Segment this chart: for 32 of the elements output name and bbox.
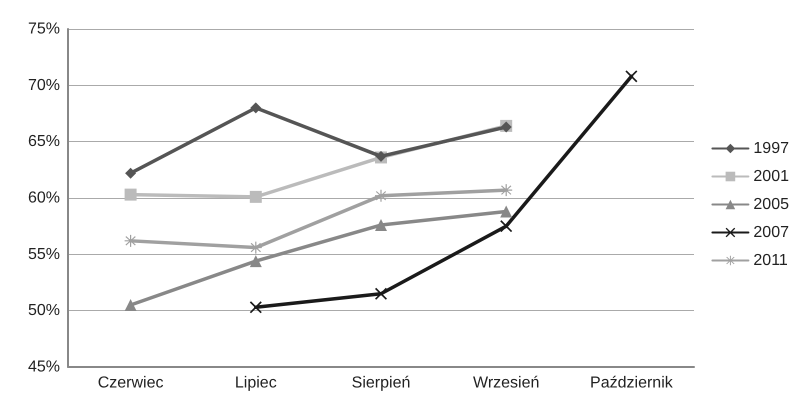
y-tick-label: 75%	[28, 20, 60, 38]
point	[250, 301, 262, 314]
y-tick-label: 50%	[28, 302, 60, 320]
x-tick-label: Czerwiec	[98, 374, 164, 392]
legend-label: 2005	[753, 196, 790, 213]
point	[375, 219, 387, 232]
y-tick-label: 65%	[28, 133, 60, 150]
legend-label: 2001	[753, 168, 790, 185]
x-tick-label: Lipiec	[234, 374, 277, 392]
point	[124, 234, 137, 247]
point	[500, 206, 512, 218]
x-tick-label: Sierpień	[352, 374, 410, 392]
point	[500, 220, 512, 232]
point	[250, 102, 262, 114]
point	[250, 255, 262, 268]
x-tick-label: Wrzesień	[473, 374, 540, 392]
x-tick-label: Październik	[590, 374, 674, 392]
legend-label: 1997	[753, 140, 790, 157]
y-tick-label: 45%	[28, 358, 60, 376]
y-tick-label: 55%	[28, 246, 60, 263]
point	[375, 190, 387, 202]
legend-label: 2007	[753, 224, 790, 241]
y-tick-label: 70%	[28, 76, 60, 94]
point	[625, 70, 638, 82]
legend-label: 2011	[753, 252, 788, 269]
point	[125, 168, 136, 179]
point	[500, 184, 512, 196]
point	[250, 190, 262, 203]
point	[124, 188, 137, 201]
point	[250, 242, 262, 254]
point	[124, 299, 137, 312]
y-tick-label: 60%	[28, 190, 60, 206]
